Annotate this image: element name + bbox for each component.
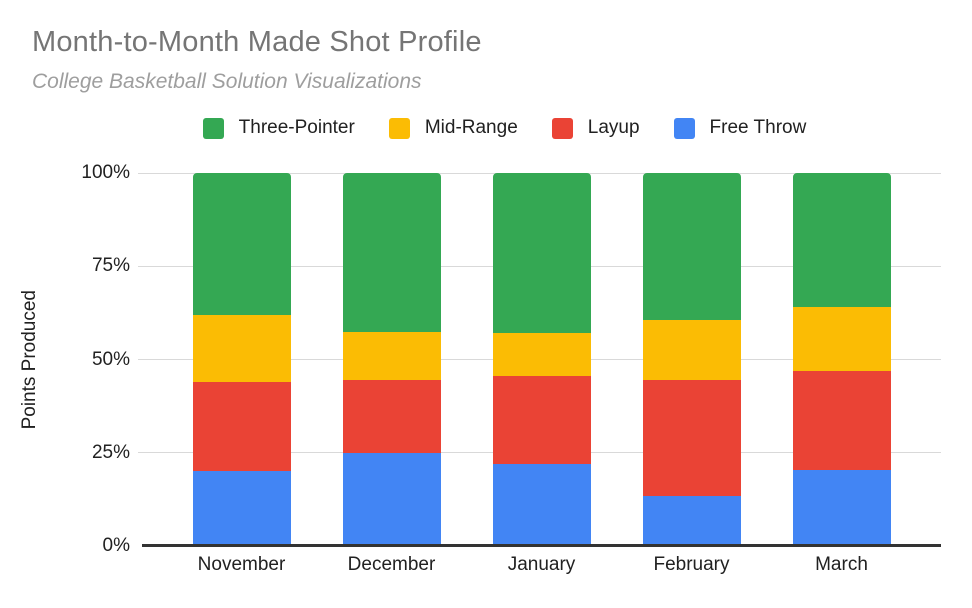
x-label-march: March — [815, 554, 868, 575]
legend-label: Mid-Range — [424, 117, 518, 138]
y-tick-label: 25% — [91, 441, 130, 463]
stacked-bar-february[interactable] — [642, 173, 741, 546]
segment-january-free-throw[interactable] — [492, 463, 591, 546]
segment-december-free-throw[interactable] — [342, 452, 441, 546]
segment-november-free-throw[interactable] — [192, 471, 291, 546]
bars-container — [142, 173, 941, 546]
segment-december-three-pointer[interactable] — [342, 173, 441, 332]
legend-label: Free Throw — [709, 117, 807, 138]
x-label-december: December — [347, 554, 436, 575]
legend-swatch-three-pointer-icon — [202, 117, 224, 139]
segment-february-layup[interactable] — [642, 380, 741, 496]
legend-item-free-throw: Free Throw — [673, 117, 807, 139]
stacked-bar-january[interactable] — [492, 173, 591, 546]
x-axis-baseline — [142, 544, 941, 547]
y-tick-label: 0% — [102, 535, 130, 556]
bar-slot-march — [767, 173, 917, 546]
segment-november-mid-range[interactable] — [192, 314, 291, 382]
bar-slot-january — [467, 173, 617, 546]
legend-item-mid-range: Mid-Range — [388, 117, 518, 139]
segment-november-layup[interactable] — [192, 381, 291, 472]
stacked-bar-december[interactable] — [342, 173, 441, 546]
legend-item-three-pointer: Three-Pointer — [202, 117, 355, 139]
segment-february-three-pointer[interactable] — [642, 173, 741, 321]
legend-label: Three-Pointer — [238, 117, 355, 138]
chart-legend: Three-Pointer Mid-Range Layup Free Throw — [105, 115, 904, 141]
bar-slot-february — [617, 173, 767, 546]
segment-december-layup[interactable] — [342, 380, 441, 453]
gridline — [138, 172, 941, 174]
segment-february-mid-range[interactable] — [642, 320, 741, 381]
bar-slot-november — [167, 173, 317, 546]
y-axis-tick-labels: 0% 25% 50% 75% 100% — [0, 162, 130, 556]
chart-subtitle: College Basketball Solution Visualizatio… — [32, 70, 422, 93]
legend-swatch-layup-icon — [551, 117, 573, 139]
chart-title: Month-to-Month Made Shot Profile — [32, 26, 482, 58]
segment-january-layup[interactable] — [492, 376, 591, 464]
legend-item-layup: Layup — [551, 117, 640, 139]
segment-march-free-throw[interactable] — [792, 469, 891, 546]
segment-january-three-pointer[interactable] — [492, 173, 591, 334]
y-tick-label: 50% — [91, 348, 130, 370]
segment-march-layup[interactable] — [792, 370, 891, 470]
stacked-bar-march[interactable] — [792, 173, 891, 546]
legend-swatch-mid-range-icon — [388, 117, 410, 139]
y-tick-label: 75% — [91, 255, 130, 277]
segment-march-three-pointer[interactable] — [792, 173, 891, 308]
x-axis-labels: November December January February March — [142, 554, 941, 576]
legend-swatch-free-throw-icon — [673, 117, 695, 139]
legend-label: Layup — [587, 117, 640, 138]
y-tick-label: 100% — [81, 162, 130, 183]
plot-area — [138, 172, 941, 547]
segment-november-three-pointer[interactable] — [192, 173, 291, 315]
bar-slot-december — [317, 173, 467, 546]
x-label-february: February — [653, 554, 730, 575]
segment-january-mid-range[interactable] — [492, 333, 591, 377]
segment-december-mid-range[interactable] — [342, 331, 441, 381]
x-label-november: November — [197, 554, 286, 575]
stacked-bar-november[interactable] — [192, 173, 291, 546]
segment-february-free-throw[interactable] — [642, 495, 741, 546]
x-label-january: January — [507, 554, 576, 575]
segment-march-mid-range[interactable] — [792, 307, 891, 371]
